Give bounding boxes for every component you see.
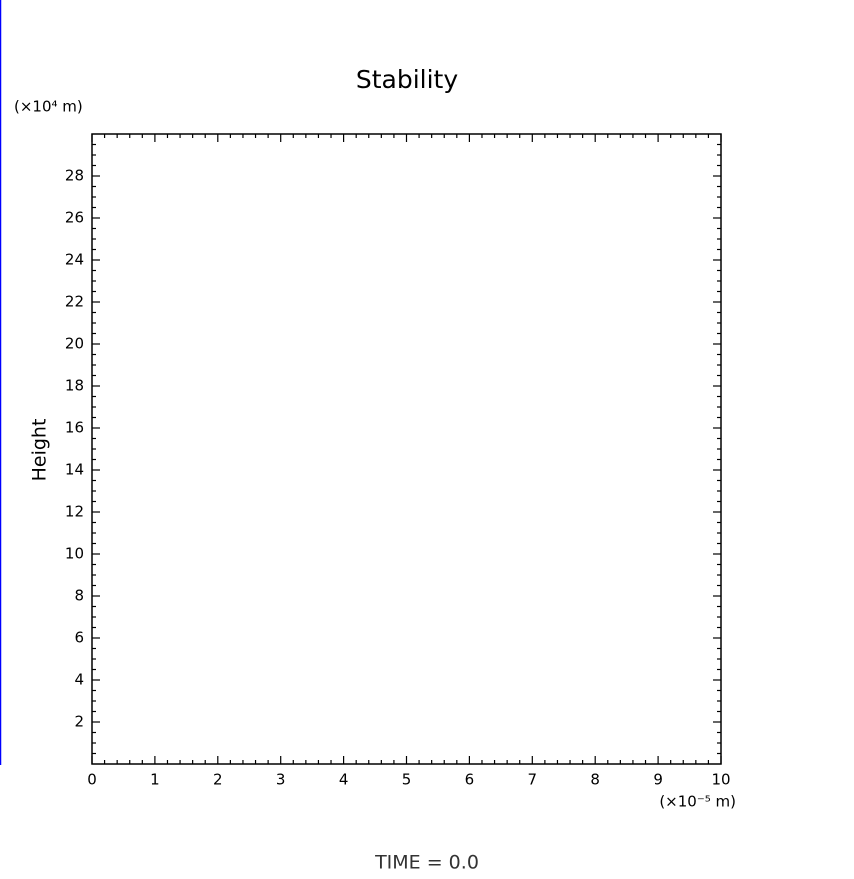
x-tick-label: 1: [150, 771, 160, 789]
x-tick-label: 6: [465, 771, 475, 789]
y-tick-label: 28: [65, 167, 84, 185]
y-tick-label: 18: [65, 377, 84, 395]
x-tick-label: 4: [339, 771, 349, 789]
x-tick-label: 10: [711, 771, 730, 789]
y-tick-label: 16: [65, 419, 84, 437]
y-tick-label: 22: [65, 293, 84, 311]
plot-frame: [91, 133, 722, 765]
x-tick-label: 9: [653, 771, 663, 789]
y-tick-label: 14: [65, 461, 84, 479]
x-tick-label: 8: [590, 771, 600, 789]
x-tick-label: 0: [87, 771, 97, 789]
x-unit-label: (×10⁻⁵ m): [659, 793, 736, 811]
x-tick-label: 7: [528, 771, 538, 789]
y-axis-label: Height: [29, 419, 51, 482]
y-unit-label: (×10⁴ m): [14, 98, 83, 116]
footer: TIME = 0.0: [374, 852, 479, 874]
y-tick-label: 20: [65, 335, 84, 353]
y-tick-label: 2: [74, 713, 84, 731]
y-tick-label: 10: [65, 545, 84, 563]
x-tick-label: 5: [402, 771, 412, 789]
x-tick-label: 2: [213, 771, 223, 789]
y-tick-label: 12: [65, 503, 84, 521]
y-tick-label: 8: [74, 587, 84, 605]
y-tick-label: 4: [74, 671, 84, 689]
y-tick-label: 6: [74, 629, 84, 647]
y-tick-label: 24: [65, 251, 84, 269]
x-tick-label: 3: [276, 771, 286, 789]
y-tick-label: 26: [65, 209, 84, 227]
chart-title: Stability: [356, 65, 459, 94]
